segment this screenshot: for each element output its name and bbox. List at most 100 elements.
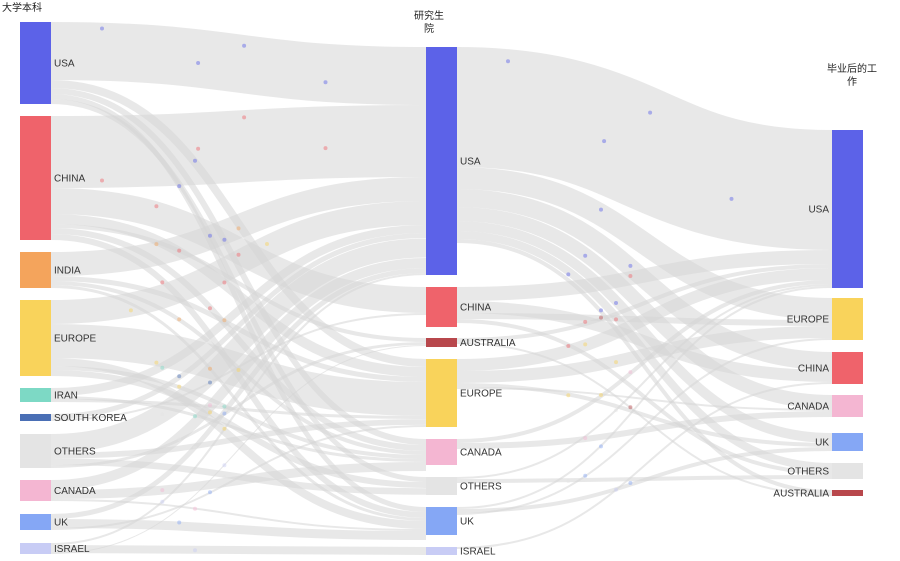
particle-dot bbox=[177, 374, 182, 379]
particle-dot bbox=[583, 253, 588, 258]
particle-dot bbox=[599, 207, 603, 212]
particle-dot bbox=[599, 308, 603, 313]
particle-dot bbox=[177, 184, 182, 189]
particle-dot bbox=[196, 61, 201, 65]
particle-dot bbox=[160, 499, 165, 504]
particle-dot bbox=[506, 59, 510, 64]
node-undergrad-south-korea[interactable] bbox=[20, 414, 51, 421]
link-s2-europe-to-usa bbox=[456, 268, 833, 371]
sankey-nodes: USA CHINA INDIA EUROPE IRAN SOUTH KOREA OTHERS… bbox=[20, 22, 863, 558]
node-grad-uk[interactable] bbox=[426, 507, 457, 535]
node-job-usa[interactable] bbox=[832, 130, 863, 288]
node-grad-usa[interactable] bbox=[426, 47, 457, 275]
node-undergrad-europe[interactable] bbox=[20, 300, 51, 376]
node-label-grad-canada: CANADA bbox=[460, 448, 502, 459]
node-job-europe[interactable] bbox=[832, 298, 863, 340]
link-s2-uk-to-europe bbox=[456, 338, 833, 515]
node-label-job-canada: CANADA bbox=[787, 402, 829, 413]
particle-dot bbox=[566, 272, 571, 277]
node-undergrad-china[interactable] bbox=[20, 116, 51, 240]
node-label-job-usa: USA bbox=[808, 205, 829, 216]
node-grad-others[interactable] bbox=[426, 477, 457, 495]
link-s2-uk-to-usa bbox=[456, 286, 833, 509]
particle-dot bbox=[208, 380, 212, 385]
particle-dot bbox=[222, 237, 227, 242]
link-s2-others-to-usa bbox=[456, 284, 833, 479]
particle-dot bbox=[236, 368, 241, 372]
particle-dot bbox=[628, 370, 633, 375]
particle-dot bbox=[177, 248, 182, 253]
particle-dot bbox=[177, 437, 182, 442]
node-grad-china[interactable] bbox=[426, 287, 457, 327]
link-s1-uk-to-europe bbox=[50, 425, 427, 530]
node-grad-australia[interactable] bbox=[426, 338, 457, 347]
node-undergrad-iran[interactable] bbox=[20, 388, 51, 402]
link-s1-canada-to-usa bbox=[50, 258, 427, 490]
node-label-grad-others: OTHERS bbox=[460, 482, 502, 493]
node-grad-israel[interactable] bbox=[426, 547, 457, 555]
link-s1-others-to-australia bbox=[50, 342, 427, 468]
node-label-undergrad-china: CHINA bbox=[54, 174, 85, 185]
node-job-canada[interactable] bbox=[832, 395, 863, 417]
particle-dot bbox=[222, 426, 227, 431]
link-s1-europe-to-canada bbox=[50, 366, 427, 459]
particle-dot bbox=[160, 412, 165, 417]
particle-dot bbox=[566, 393, 571, 398]
node-label-grad-uk: UK bbox=[460, 517, 474, 528]
particle-dot bbox=[648, 110, 653, 115]
node-undergrad-others[interactable] bbox=[20, 434, 51, 468]
particle-dot bbox=[208, 410, 212, 415]
particle-dot bbox=[100, 178, 104, 183]
node-undergrad-israel[interactable] bbox=[20, 543, 51, 554]
particle-dot bbox=[193, 445, 197, 450]
particle-dot bbox=[193, 158, 197, 163]
particle-dot bbox=[566, 344, 571, 348]
link-s2-uk-to-uk bbox=[456, 447, 833, 513]
particle-dot bbox=[160, 280, 165, 285]
particle-dot bbox=[222, 411, 227, 416]
node-grad-canada[interactable] bbox=[426, 439, 457, 465]
node-job-china[interactable] bbox=[832, 352, 863, 384]
particle-dot bbox=[614, 317, 618, 322]
node-undergrad-usa[interactable] bbox=[20, 22, 51, 104]
particle-dot bbox=[729, 196, 734, 201]
node-job-uk[interactable] bbox=[832, 433, 863, 451]
particle-dot bbox=[177, 317, 182, 322]
node-undergrad-uk[interactable] bbox=[20, 514, 51, 530]
node-label-grad-usa: USA bbox=[460, 157, 481, 168]
particle-dot bbox=[242, 43, 247, 48]
node-label-job-australia: AUSTRALIA bbox=[773, 489, 829, 500]
node-label-undergrad-uk: UK bbox=[54, 518, 68, 529]
particle-dot bbox=[614, 487, 618, 492]
particle-dot bbox=[128, 308, 133, 313]
node-undergrad-india[interactable] bbox=[20, 252, 51, 288]
link-s1-china-to-australia bbox=[50, 224, 427, 342]
link-s1-china-to-usa bbox=[50, 105, 427, 188]
column-title-undergraduate: 大学本科 bbox=[2, 3, 42, 14]
particle-dot bbox=[193, 414, 197, 419]
node-job-others[interactable] bbox=[832, 463, 863, 479]
particle-dot bbox=[323, 80, 328, 85]
particle-dot bbox=[193, 506, 197, 511]
particle-dot bbox=[100, 26, 104, 31]
particle-dot bbox=[602, 139, 607, 144]
particle-dot bbox=[193, 548, 197, 553]
node-label-undergrad-canada: CANADA bbox=[54, 486, 96, 497]
particle-dot bbox=[154, 242, 159, 247]
particle-dot bbox=[208, 233, 212, 238]
particle-dot bbox=[599, 444, 603, 449]
node-grad-europe[interactable] bbox=[426, 359, 457, 427]
particle-dot bbox=[583, 319, 588, 324]
node-label-job-others: OTHERS bbox=[787, 467, 829, 478]
particle-dot bbox=[265, 242, 269, 246]
node-undergrad-canada[interactable] bbox=[20, 480, 51, 501]
particle-dot bbox=[222, 318, 227, 323]
link-s1-europe-to-usa bbox=[50, 201, 427, 324]
node-job-australia[interactable] bbox=[832, 490, 863, 496]
particle-dot bbox=[154, 360, 159, 365]
link-s1-israel-to-usa bbox=[50, 273, 427, 545]
node-label-grad-china: CHINA bbox=[460, 303, 491, 314]
particle-dot bbox=[208, 306, 212, 311]
particle-dot bbox=[614, 360, 618, 365]
